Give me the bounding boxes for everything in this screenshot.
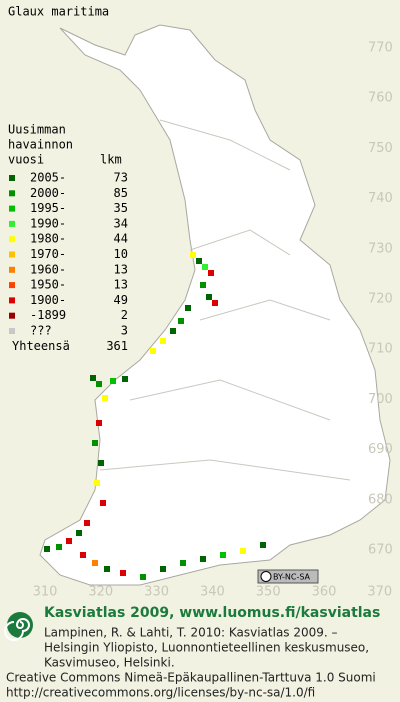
occurrence-dots <box>44 252 266 580</box>
legend-heading: havainnon <box>8 138 73 152</box>
cc-badge-text: BY-NC-SA <box>273 573 311 582</box>
grid-label-north: 700 <box>368 392 393 407</box>
legend-count: 3 <box>121 324 128 338</box>
legend-label: 1995- <box>30 201 66 215</box>
grid-label-east: 350 <box>256 585 281 600</box>
legend-swatch <box>9 251 15 258</box>
legend-count: 35 <box>114 201 128 215</box>
grid-label-north: 670 <box>368 543 393 558</box>
legend-swatch <box>9 205 15 212</box>
footer-headline: Kasviatlas 2009, www.luomus.fi/kasviatla… <box>44 605 380 621</box>
grid-label-north: 760 <box>368 91 393 106</box>
legend-swatch <box>9 282 15 289</box>
legend-label: 1900- <box>30 293 66 307</box>
legend-swatch <box>9 297 15 304</box>
grid-label-east: 360 <box>312 585 337 600</box>
legend-swatch <box>9 328 15 334</box>
legend-count: 13 <box>114 278 128 292</box>
grid-label-north: 720 <box>368 292 393 307</box>
grid-label-north: 730 <box>368 241 393 256</box>
legend-count: 49 <box>114 293 128 307</box>
footer-line: Helsingin Yliopisto, Luonnontieteellinen… <box>44 641 369 655</box>
legend-count: 10 <box>114 247 128 261</box>
grid-label-north: 740 <box>368 191 393 206</box>
grid-label-east: 320 <box>88 585 113 600</box>
grid-label-east: 310 <box>33 585 58 600</box>
legend-swatch <box>9 266 15 273</box>
legend-count: 73 <box>114 171 128 185</box>
legend-total-label: Yhteensä <box>12 339 70 353</box>
legend-total: 361 <box>106 339 128 353</box>
legend-count-heading: lkm <box>100 153 122 167</box>
legend-heading: Uusimman <box>8 123 66 137</box>
grid-label-north: 680 <box>368 492 393 507</box>
footer-line: http://creativecommons.org/licenses/by-n… <box>6 686 315 700</box>
legend-label: 1950- <box>30 278 66 292</box>
cc-badge: BY-NC-SA <box>257 569 319 584</box>
region-borders <box>99 119 351 481</box>
legend-swatch <box>9 236 15 243</box>
legend-count: 85 <box>114 186 128 200</box>
legend-label: 1980- <box>30 232 66 246</box>
logo <box>4 612 33 641</box>
footer-line: Kasvimuseo, Helsinki. <box>44 656 175 670</box>
footer-line: Creative Commons Nimeä-Epäkaupallinen-Ta… <box>6 671 376 685</box>
footer-line: Lampinen, R. & Lahti, T. 2010: Kasviatla… <box>44 626 338 640</box>
legend-label: 2005- <box>30 171 66 185</box>
legend-heading: vuosi <box>8 153 44 167</box>
grid-label-north: 770 <box>368 41 393 56</box>
legend-label: ??? <box>30 324 52 338</box>
legend-swatch <box>9 190 15 197</box>
legend-label: 1960- <box>30 262 66 276</box>
grid-label-east: 370 <box>367 585 392 600</box>
legend-label: 2000- <box>30 186 66 200</box>
legend-label: -1899 <box>30 308 66 322</box>
legend-count: 44 <box>114 232 128 246</box>
legend-label: 1990- <box>30 216 66 230</box>
legend-count: 13 <box>114 262 128 276</box>
legend-count: 34 <box>114 216 128 230</box>
grid-label-east: 330 <box>144 585 169 600</box>
legend-swatch <box>9 312 15 319</box>
grid-label-north: 750 <box>368 141 393 156</box>
legend-swatch <box>9 220 15 227</box>
legend-count: 2 <box>121 308 128 322</box>
grid-label-north: 710 <box>368 342 393 357</box>
grid-label-east: 340 <box>200 585 225 600</box>
grid-label-north: 690 <box>368 442 393 457</box>
legend-label: 1970- <box>30 247 66 261</box>
title: Glaux maritima <box>8 5 109 19</box>
legend-swatch <box>9 175 15 181</box>
